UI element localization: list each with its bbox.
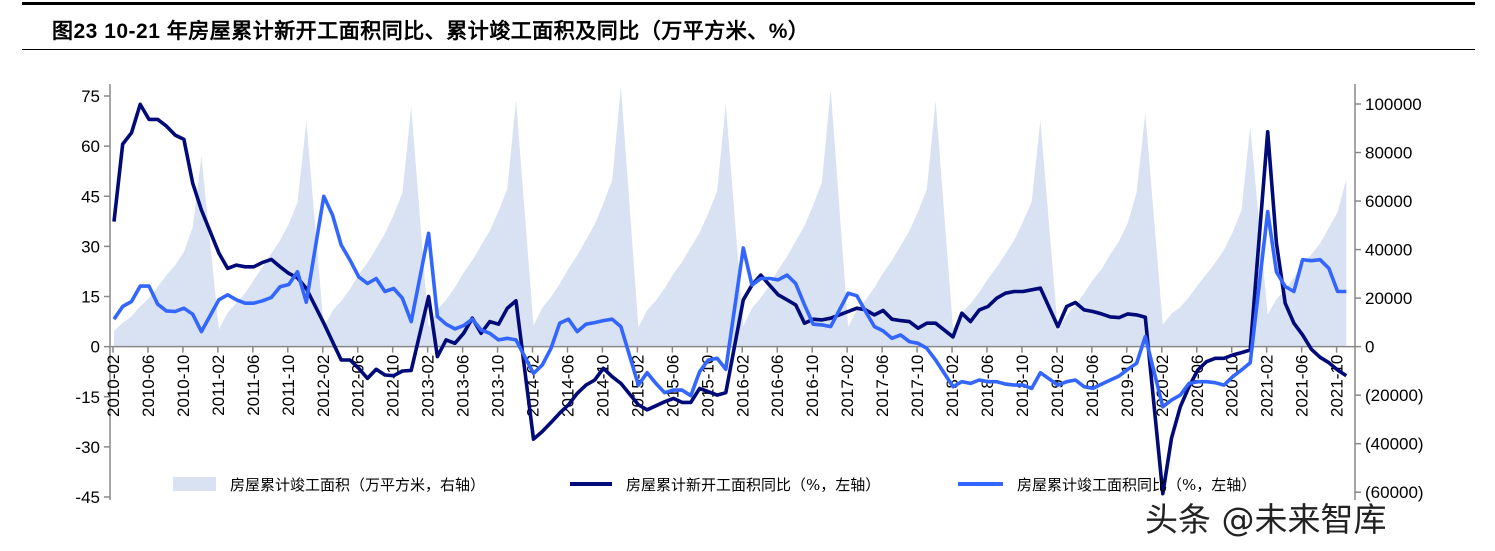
series-line-new-starts-yoy: [112, 102, 1348, 496]
x-axis-tick-label: 2011-02: [209, 355, 228, 416]
x-axis-tick-label: 2014-10: [593, 355, 612, 417]
x-axis-tick-label: 2012-10: [384, 355, 403, 417]
x-axis-tick-label: 2017-06: [873, 355, 892, 417]
left-axis-tick-label: 45: [81, 187, 100, 206]
x-axis-tick-label: 2010-02: [104, 355, 123, 417]
area-layer: [114, 86, 1347, 347]
left-axis-tick-label: -30: [75, 438, 100, 457]
legend-label-new-starts: 房屋累计新开工面积同比（%，左轴）: [626, 476, 880, 494]
x-axis-tick-label: 2019-06: [1083, 355, 1102, 417]
right-axis-tick-label: (40000): [1365, 435, 1424, 454]
x-axis-tick-label: 2019-10: [1118, 355, 1137, 417]
x-axis-tick-label: 2013-06: [454, 355, 473, 417]
left-axis-tick-label: -15: [75, 388, 100, 407]
x-axis-tick-label: 2011-06: [244, 355, 263, 416]
right-axis-tick-label: 20000: [1365, 289, 1412, 308]
x-axis-tick-label: 2021-06: [1293, 355, 1312, 417]
title-bar: 图23 10-21 年房屋累计新开工面积同比、累计竣工面积及同比（万平方米、%）: [22, 2, 1475, 50]
x-axis-tick-label: 2012-02: [314, 355, 333, 417]
left-axis-tick-label: 30: [81, 237, 100, 256]
legend: 房屋累计竣工面积（万平方米，右轴） 房屋累计新开工面积同比（%，左轴） 房屋累计…: [173, 476, 1256, 494]
series-line-completion-yoy: [112, 194, 1347, 409]
right-axis-tick-label: (20000): [1365, 386, 1424, 405]
right-axis-tick-label: 80000: [1365, 144, 1412, 163]
x-axis-tick-label: 2017-02: [838, 355, 857, 417]
legend-swatch-area: [173, 477, 216, 491]
x-axis-tick-label: 2011-10: [279, 355, 298, 416]
series-area-completed: [114, 86, 1347, 347]
chart-title: 图23 10-21 年房屋累计新开工面积同比、累计竣工面积及同比（万平方米、%）: [52, 20, 810, 43]
right-axis-tick-label: 60000: [1365, 192, 1412, 211]
x-axis-tick-label: 2016-10: [803, 355, 822, 417]
right-axis-tick-label: (60000): [1365, 483, 1424, 502]
right-axis-tick-label: 0: [1365, 338, 1374, 357]
left-axis-tick-label: -45: [75, 488, 100, 507]
x-axis-tick-label: 2013-02: [419, 355, 438, 417]
x-axis-tick-label: 2015-10: [698, 355, 717, 417]
right-axis-tick-label: 100000: [1365, 95, 1422, 114]
left-axis-tick-label: 0: [91, 338, 100, 357]
x-axis-tick-label: 2020-10: [1223, 355, 1242, 417]
lines-layer: [112, 102, 1348, 496]
x-axis-tick-label: 2017-10: [908, 355, 927, 417]
watermark: 头条 @未来智库: [1145, 500, 1387, 539]
x-axis-tick-label: 2016-02: [733, 355, 752, 417]
x-axis-tick-label: 2021-10: [1328, 355, 1347, 417]
right-axis-tick-label: 40000: [1365, 241, 1412, 260]
left-axis-tick-label: 60: [81, 137, 100, 156]
x-axis-tick-label: 2021-02: [1258, 355, 1277, 417]
x-axis-tick-label: 2012-06: [349, 355, 368, 417]
x-axis-tick-label: 2016-06: [768, 355, 787, 417]
left-axis-tick-label: 15: [81, 288, 100, 307]
x-axis-tick-label: 2015-06: [663, 355, 682, 417]
legend-label-area: 房屋累计竣工面积（万平方米，右轴）: [230, 476, 485, 494]
x-axis-tick-label: 2020-06: [1188, 355, 1207, 417]
legend-label-completion-yoy: 房屋累计竣工面积同比（%，左轴）: [1017, 476, 1256, 494]
x-axis-tick-label: 2013-10: [489, 355, 508, 417]
x-axis-tick-label: 2018-06: [978, 355, 997, 417]
x-axis-tick-label: 2010-10: [174, 355, 193, 417]
x-axis-tick-label: 2010-06: [139, 355, 158, 417]
left-axis-tick-label: 75: [81, 87, 100, 106]
